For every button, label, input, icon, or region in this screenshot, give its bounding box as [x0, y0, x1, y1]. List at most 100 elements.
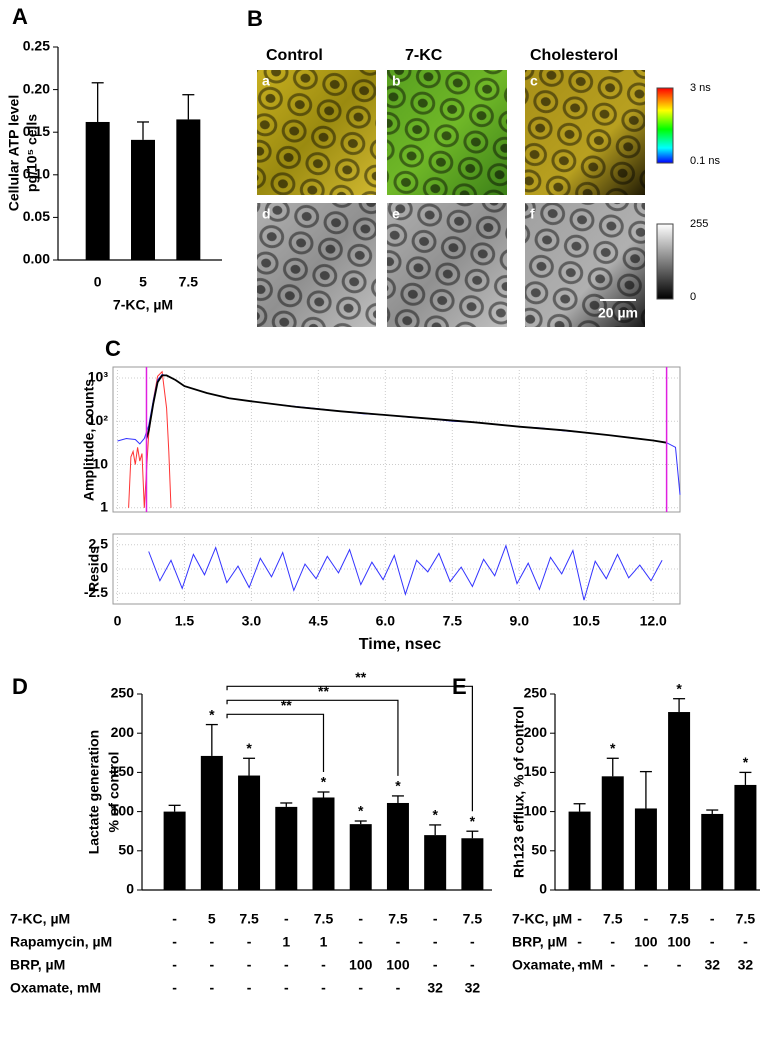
tile-letter: a [262, 73, 270, 89]
significance-mark: * [209, 706, 215, 722]
x-axis-label: Time, nsec [359, 636, 442, 653]
treatment-value: 32 [738, 957, 754, 973]
data-line [128, 370, 172, 508]
bar [701, 813, 724, 890]
comparison-bracket [226, 699, 399, 776]
y-tick-label: 1 [100, 499, 108, 515]
treatment-value: - [644, 957, 649, 973]
treatment-value: - [743, 934, 748, 950]
x-tick-label: 10.5 [573, 613, 600, 629]
treatment-value: - [247, 934, 252, 950]
treatment-value: 7.5 [314, 911, 334, 927]
y-axis-label: Cellular ATP level [6, 95, 22, 211]
treatment-value: 100 [667, 934, 691, 950]
y-tick-label: 10² [88, 412, 109, 428]
treatment-value: - [172, 957, 177, 973]
significance-mark: * [246, 740, 252, 756]
tile-letter: f [530, 206, 535, 222]
treatment-value: - [284, 980, 289, 996]
bar [238, 775, 261, 890]
comparison-label: ** [355, 669, 366, 685]
bar [634, 808, 657, 890]
x-tick-label: 5 [139, 274, 147, 290]
y-tick-label: 0.10 [23, 166, 50, 182]
treatment-name: 7-KC, µM [10, 911, 70, 927]
treatment-value: 7.5 [463, 911, 483, 927]
treatment-value: - [610, 957, 615, 973]
treatment-name: BRP, µM [10, 957, 65, 973]
bar [461, 838, 484, 890]
significance-mark: * [321, 774, 327, 790]
gray-bar-label: 0 [690, 291, 696, 303]
x-tick-label: 12.0 [640, 613, 667, 629]
micrograph-texture [387, 203, 507, 327]
panel-label: E [452, 674, 467, 699]
panel-label: B [247, 6, 263, 31]
y-tick-label: 200 [524, 724, 548, 740]
micrograph-texture [257, 203, 376, 327]
x-tick-label: 1.5 [175, 613, 195, 629]
tile-letter: c [530, 73, 538, 89]
treatment-name: BRP, µM [512, 934, 567, 950]
y-tick-label: 150 [111, 763, 135, 779]
treatment-value: - [358, 980, 363, 996]
y-axis-label: Resids [86, 546, 102, 592]
treatment-value: - [209, 980, 214, 996]
comparison-bracket [226, 685, 473, 812]
treatment-value: - [321, 957, 326, 973]
treatment-value: 7.5 [603, 911, 623, 927]
bar [85, 121, 110, 260]
significance-mark: * [676, 680, 682, 696]
treatment-value: - [610, 934, 615, 950]
gray-bar [656, 223, 674, 300]
treatment-value: - [358, 911, 363, 927]
tile-letter: e [392, 206, 400, 222]
tile-letter: d [262, 206, 271, 222]
y-tick-label: 150 [524, 763, 548, 779]
treatment-value: 100 [349, 957, 373, 973]
color-bar-label: 0.1 ns [690, 155, 720, 167]
treatment-name: 7-KC, µM [512, 911, 572, 927]
x-axis-label: 7-KC, µM [113, 297, 173, 313]
column-title: 7-KC [405, 47, 443, 64]
treatment-value: 7.5 [388, 911, 408, 927]
micrograph-texture [257, 70, 376, 195]
treatment-value: - [284, 911, 289, 927]
treatment-value: 1 [282, 934, 290, 950]
treatment-value: 7.5 [736, 911, 756, 927]
y-axis-label: Lactate generation [86, 730, 102, 854]
column-title: Cholesterol [530, 47, 618, 64]
x-tick-label: 7.5 [443, 613, 463, 629]
bar [176, 119, 201, 260]
micrograph-texture [387, 70, 507, 195]
y-tick-label: 10 [92, 455, 108, 471]
treatment-value: - [644, 911, 649, 927]
treatment-value: - [396, 980, 401, 996]
color-bar [656, 87, 674, 164]
y-tick-label: 0 [539, 881, 547, 897]
y-tick-label: 50 [531, 842, 547, 858]
treatment-value: - [172, 911, 177, 927]
treatment-value: - [577, 911, 582, 927]
bar [424, 835, 447, 890]
treatment-value: 32 [465, 980, 481, 996]
treatment-value: 1 [320, 934, 328, 950]
treatment-value: - [247, 957, 252, 973]
gray-bar-label: 255 [690, 218, 708, 230]
y-tick-label: 250 [111, 685, 135, 701]
x-tick-label: 9.0 [510, 613, 530, 629]
significance-mark: * [610, 740, 616, 756]
y-axis-label: % of control [106, 752, 122, 833]
significance-mark: * [470, 813, 476, 829]
x-tick-label: 4.5 [309, 613, 329, 629]
y-axis-label: Rh123 efflux, % of control [511, 706, 527, 878]
y-axis-label: Amplitude, counts [81, 379, 97, 501]
treatment-value: - [677, 957, 682, 973]
panel-label: D [12, 674, 28, 699]
x-tick-label: 0 [94, 274, 102, 290]
y-tick-label: 10³ [88, 369, 109, 385]
bar [668, 712, 691, 890]
treatment-value: - [321, 980, 326, 996]
treatment-value: - [577, 934, 582, 950]
treatment-value: - [470, 934, 475, 950]
